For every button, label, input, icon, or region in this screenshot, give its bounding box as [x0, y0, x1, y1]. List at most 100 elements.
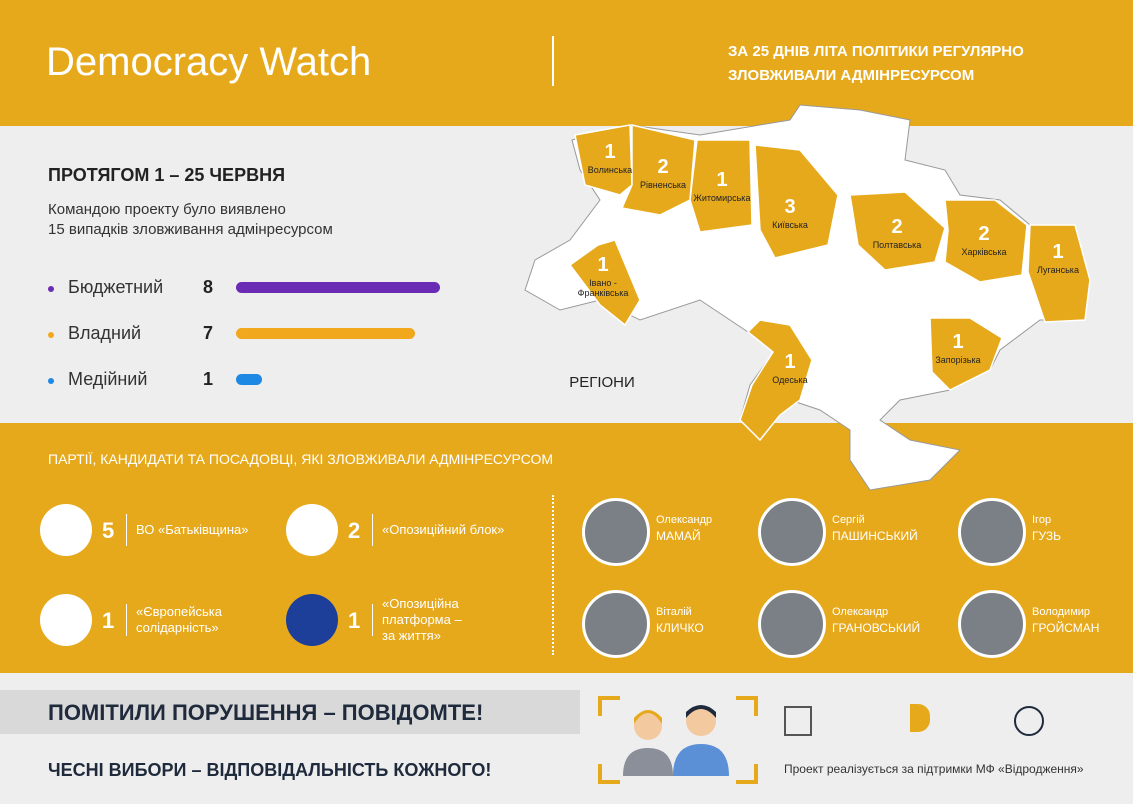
region-shape: [849, 191, 946, 271]
type-bar: [236, 374, 262, 385]
region-shape: [568, 239, 641, 327]
party-name: платформа –: [382, 612, 462, 627]
people-icon: [598, 696, 758, 784]
type-value: 8: [203, 277, 214, 297]
type-dot: [48, 332, 54, 338]
text-line: 15 випадків зловживання адмінресурсом: [48, 221, 333, 238]
map: РЕГІОНИ: [524, 104, 1091, 491]
map-label: РЕГІОНИ: [569, 374, 635, 391]
region-count: 1: [597, 254, 609, 276]
person-photo: [958, 498, 1026, 566]
region-name: Харківська: [961, 247, 1007, 257]
subtitle: ЗА 25 ДНІВ ЛІТА ПОЛІТИКИ РЕГУЛЯРНО ЗЛОВЖ…: [728, 40, 1024, 88]
person-first: Володимир: [1032, 606, 1091, 618]
party-divider: [126, 604, 127, 636]
region-count: 1: [1052, 241, 1064, 263]
party-name: «Європейська: [136, 604, 222, 619]
party-divider: [372, 514, 373, 546]
region-name: Івано - Франківська: [577, 278, 629, 298]
region-name: Запорізька: [935, 355, 981, 365]
person-last: МАМАЙ: [656, 529, 701, 543]
header: [0, 0, 1133, 126]
region-name: Рівненська: [639, 180, 687, 190]
type-value: 7: [203, 323, 214, 343]
person-first: Сергій: [832, 514, 865, 526]
person-first: Ігор: [1032, 514, 1052, 526]
region-count: 2: [978, 223, 990, 245]
party-name: солідарність»: [136, 620, 219, 635]
region-count: 1: [604, 141, 616, 163]
subtitle-line: ЗЛОВЖИВАЛИ АДМІНРЕСУРСОМ: [728, 67, 975, 84]
region-count: 1: [716, 169, 728, 191]
divider: [552, 36, 554, 86]
region-name: Луганська: [1037, 265, 1079, 275]
highlighted-regions: [568, 124, 1091, 442]
person-last: ГРАНОВСЬКИЙ: [832, 621, 921, 635]
person-first: Олександр: [656, 514, 713, 526]
person-last: ГУЗЬ: [1032, 529, 1061, 543]
type-name: Бюджетний: [68, 277, 164, 297]
region-count: 2: [657, 156, 669, 178]
party-logo: [286, 594, 338, 646]
region-name: Одеська: [772, 375, 808, 385]
region-shape: [620, 124, 696, 216]
person-photo: [582, 498, 650, 566]
party-name: ВО «Батьківщина»: [136, 522, 249, 537]
region-shape: [739, 319, 813, 442]
person-photo: [958, 590, 1026, 658]
divider: [552, 495, 554, 655]
slogan: ЧЕСНІ ВИБОРИ – ВІДПОВІДАЛЬНІСТЬ КОЖНОГО!: [48, 760, 492, 780]
party-name: за життя»: [382, 628, 441, 643]
region-shape: [574, 124, 633, 196]
person-photo: [758, 590, 826, 658]
person-last: ГРОЙСМАН: [1032, 621, 1100, 635]
person-photo: [582, 590, 650, 658]
summary-text: Командою проекту було виявлено 15 випадк…: [48, 200, 333, 240]
region-shape: [944, 199, 1028, 283]
logo-irf: [784, 706, 812, 736]
region-name: Волинська: [587, 165, 633, 175]
type-name: Владний: [68, 323, 142, 343]
person-last: ПАШИНСЬКИЙ: [832, 529, 918, 543]
region-shape: [689, 139, 753, 233]
region-count: 1: [784, 351, 796, 373]
period-title: ПРОТЯГОМ 1 – 25 ЧЕРВНЯ: [48, 165, 286, 185]
region-name: Полтавська: [872, 240, 922, 250]
person-first: Олександр: [832, 606, 889, 618]
party-name: «Опозиційний блок»: [382, 522, 505, 537]
subtitle-line: ЗА 25 ДНІВ ЛІТА ПОЛІТИКИ РЕГУЛЯРНО: [728, 43, 1024, 60]
text-line: Командою проекту було виявлено: [48, 201, 286, 218]
party-logo: [40, 594, 92, 646]
region-count: 2: [891, 216, 903, 238]
region-shape: [929, 317, 1003, 391]
party-logo: [286, 504, 338, 556]
type-dot: [48, 378, 54, 384]
party-divider: [126, 514, 127, 546]
call-text: ПОМІТИЛИ ПОРУШЕННЯ – ПОВІДОМТЕ!: [48, 700, 484, 725]
party-name: «Опозиційна: [382, 596, 459, 611]
logo-democracy: [910, 704, 930, 732]
region-shape: [754, 144, 839, 259]
type-bar: [236, 282, 440, 293]
person-first: Віталій: [656, 606, 692, 618]
region-count: 3: [784, 196, 796, 218]
person-last: КЛИЧКО: [656, 621, 704, 635]
type-dot: [48, 286, 54, 292]
type-name: Медійний: [68, 369, 148, 389]
title: Democracy Watch: [46, 40, 372, 84]
region-name: Житомирська: [693, 193, 751, 203]
region-shape: [1027, 224, 1091, 323]
person-photo: [758, 498, 826, 566]
region-name: Київська: [772, 220, 808, 230]
party-count: 1: [102, 608, 115, 633]
party-count: 5: [102, 518, 115, 543]
offenders-title: ПАРТІЇ, КАНДИДАТИ ТА ПОСАДОВЦІ, ЯКІ ЗЛОВ…: [48, 451, 553, 467]
type-value: 1: [203, 369, 214, 389]
type-bar: [236, 328, 415, 339]
party-divider: [372, 604, 373, 636]
party-count: 1: [348, 608, 361, 633]
call-band: [0, 690, 580, 734]
logo-aia: [1014, 706, 1044, 736]
region-count: 1: [952, 331, 964, 353]
